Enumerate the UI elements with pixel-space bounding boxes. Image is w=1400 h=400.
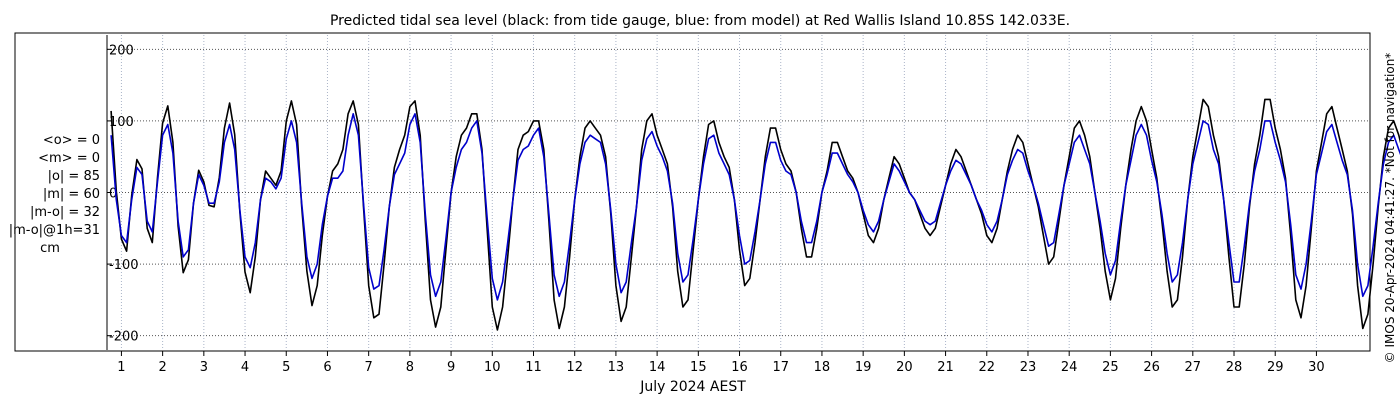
x-tick-label: 7 bbox=[365, 360, 373, 375]
stat-abs-diff-1h: |m-o|@1h=31 bbox=[8, 223, 100, 238]
x-tick-label: 10 bbox=[484, 360, 501, 375]
x-axis: 1 2 3 4 5 6 7 8 9 10 11 12 13 14 15 16 17 18 19 20 21 22 23 24 2… bbox=[117, 351, 1325, 375]
y-tick-label: 0 bbox=[109, 187, 117, 202]
x-tick-label: 12 bbox=[566, 360, 583, 375]
x-tick-label: 3 bbox=[200, 360, 208, 375]
stat-abs-diff: |m-o| = 32 bbox=[29, 205, 100, 220]
chart-title: Predicted tidal sea level (black: from t… bbox=[330, 13, 1070, 29]
x-tick-label: 30 bbox=[1308, 360, 1325, 375]
stat-mean-o: <o> = 0 bbox=[42, 133, 100, 148]
y-tick-label: -100 bbox=[109, 258, 139, 273]
x-tick-label: 17 bbox=[772, 360, 789, 375]
x-tick-label: 9 bbox=[447, 360, 455, 375]
x-tick-label: 4 bbox=[241, 360, 249, 375]
statistics-panel: <o> = 0 <m> = 0 |o| = 85 |m| = 60 |m-o| … bbox=[0, 132, 100, 258]
x-tick-label: 25 bbox=[1102, 360, 1119, 375]
copyright-note: © IMOS 20-Apr-2024 04:41:27. *Not for na… bbox=[1380, 0, 1400, 400]
x-tick-label: 28 bbox=[1226, 360, 1243, 375]
x-tick-label: 13 bbox=[608, 360, 625, 375]
copyright-text: © IMOS 20-Apr-2024 04:41:27. *Not for na… bbox=[1383, 52, 1397, 364]
x-axis-label: July 2024 AEST bbox=[639, 379, 746, 395]
x-tick-label: 2 bbox=[158, 360, 166, 375]
x-tick-label: 23 bbox=[1020, 360, 1037, 375]
stat-abs-m: |m| = 60 bbox=[42, 187, 100, 202]
x-tick-label: 29 bbox=[1267, 360, 1284, 375]
series-line-model bbox=[110, 113, 1400, 301]
stat-unit: cm bbox=[40, 241, 60, 256]
x-tick-label: 18 bbox=[814, 360, 831, 375]
series-lines bbox=[110, 98, 1400, 331]
x-tick-label: 21 bbox=[937, 360, 954, 375]
x-tick-label: 8 bbox=[406, 360, 414, 375]
x-tick-label: 22 bbox=[978, 360, 995, 375]
x-tick-label: 24 bbox=[1061, 360, 1078, 375]
x-tick-label: 6 bbox=[323, 360, 331, 375]
x-tick-label: 26 bbox=[1143, 360, 1160, 375]
series-line-tide-gauge bbox=[110, 98, 1400, 331]
x-tick-label: 20 bbox=[896, 360, 913, 375]
x-tick-label: 27 bbox=[1185, 360, 1202, 375]
x-tick-label: 19 bbox=[855, 360, 872, 375]
y-axis: -200 -100 0 100 200 bbox=[106, 35, 139, 350]
stat-abs-o: |o| = 85 bbox=[47, 169, 100, 184]
stat-mean-m: <m> = 0 bbox=[38, 151, 100, 166]
y-tick-label: 100 bbox=[109, 115, 134, 130]
x-tick-label: 16 bbox=[731, 360, 748, 375]
y-tick-label: 200 bbox=[109, 43, 134, 58]
x-tick-label: 15 bbox=[690, 360, 707, 375]
y-tick-label: -200 bbox=[109, 330, 139, 345]
x-tick-label: 5 bbox=[282, 360, 290, 375]
x-tick-label: 11 bbox=[525, 360, 542, 375]
x-tick-label: 1 bbox=[117, 360, 125, 375]
x-tick-label: 14 bbox=[649, 360, 666, 375]
